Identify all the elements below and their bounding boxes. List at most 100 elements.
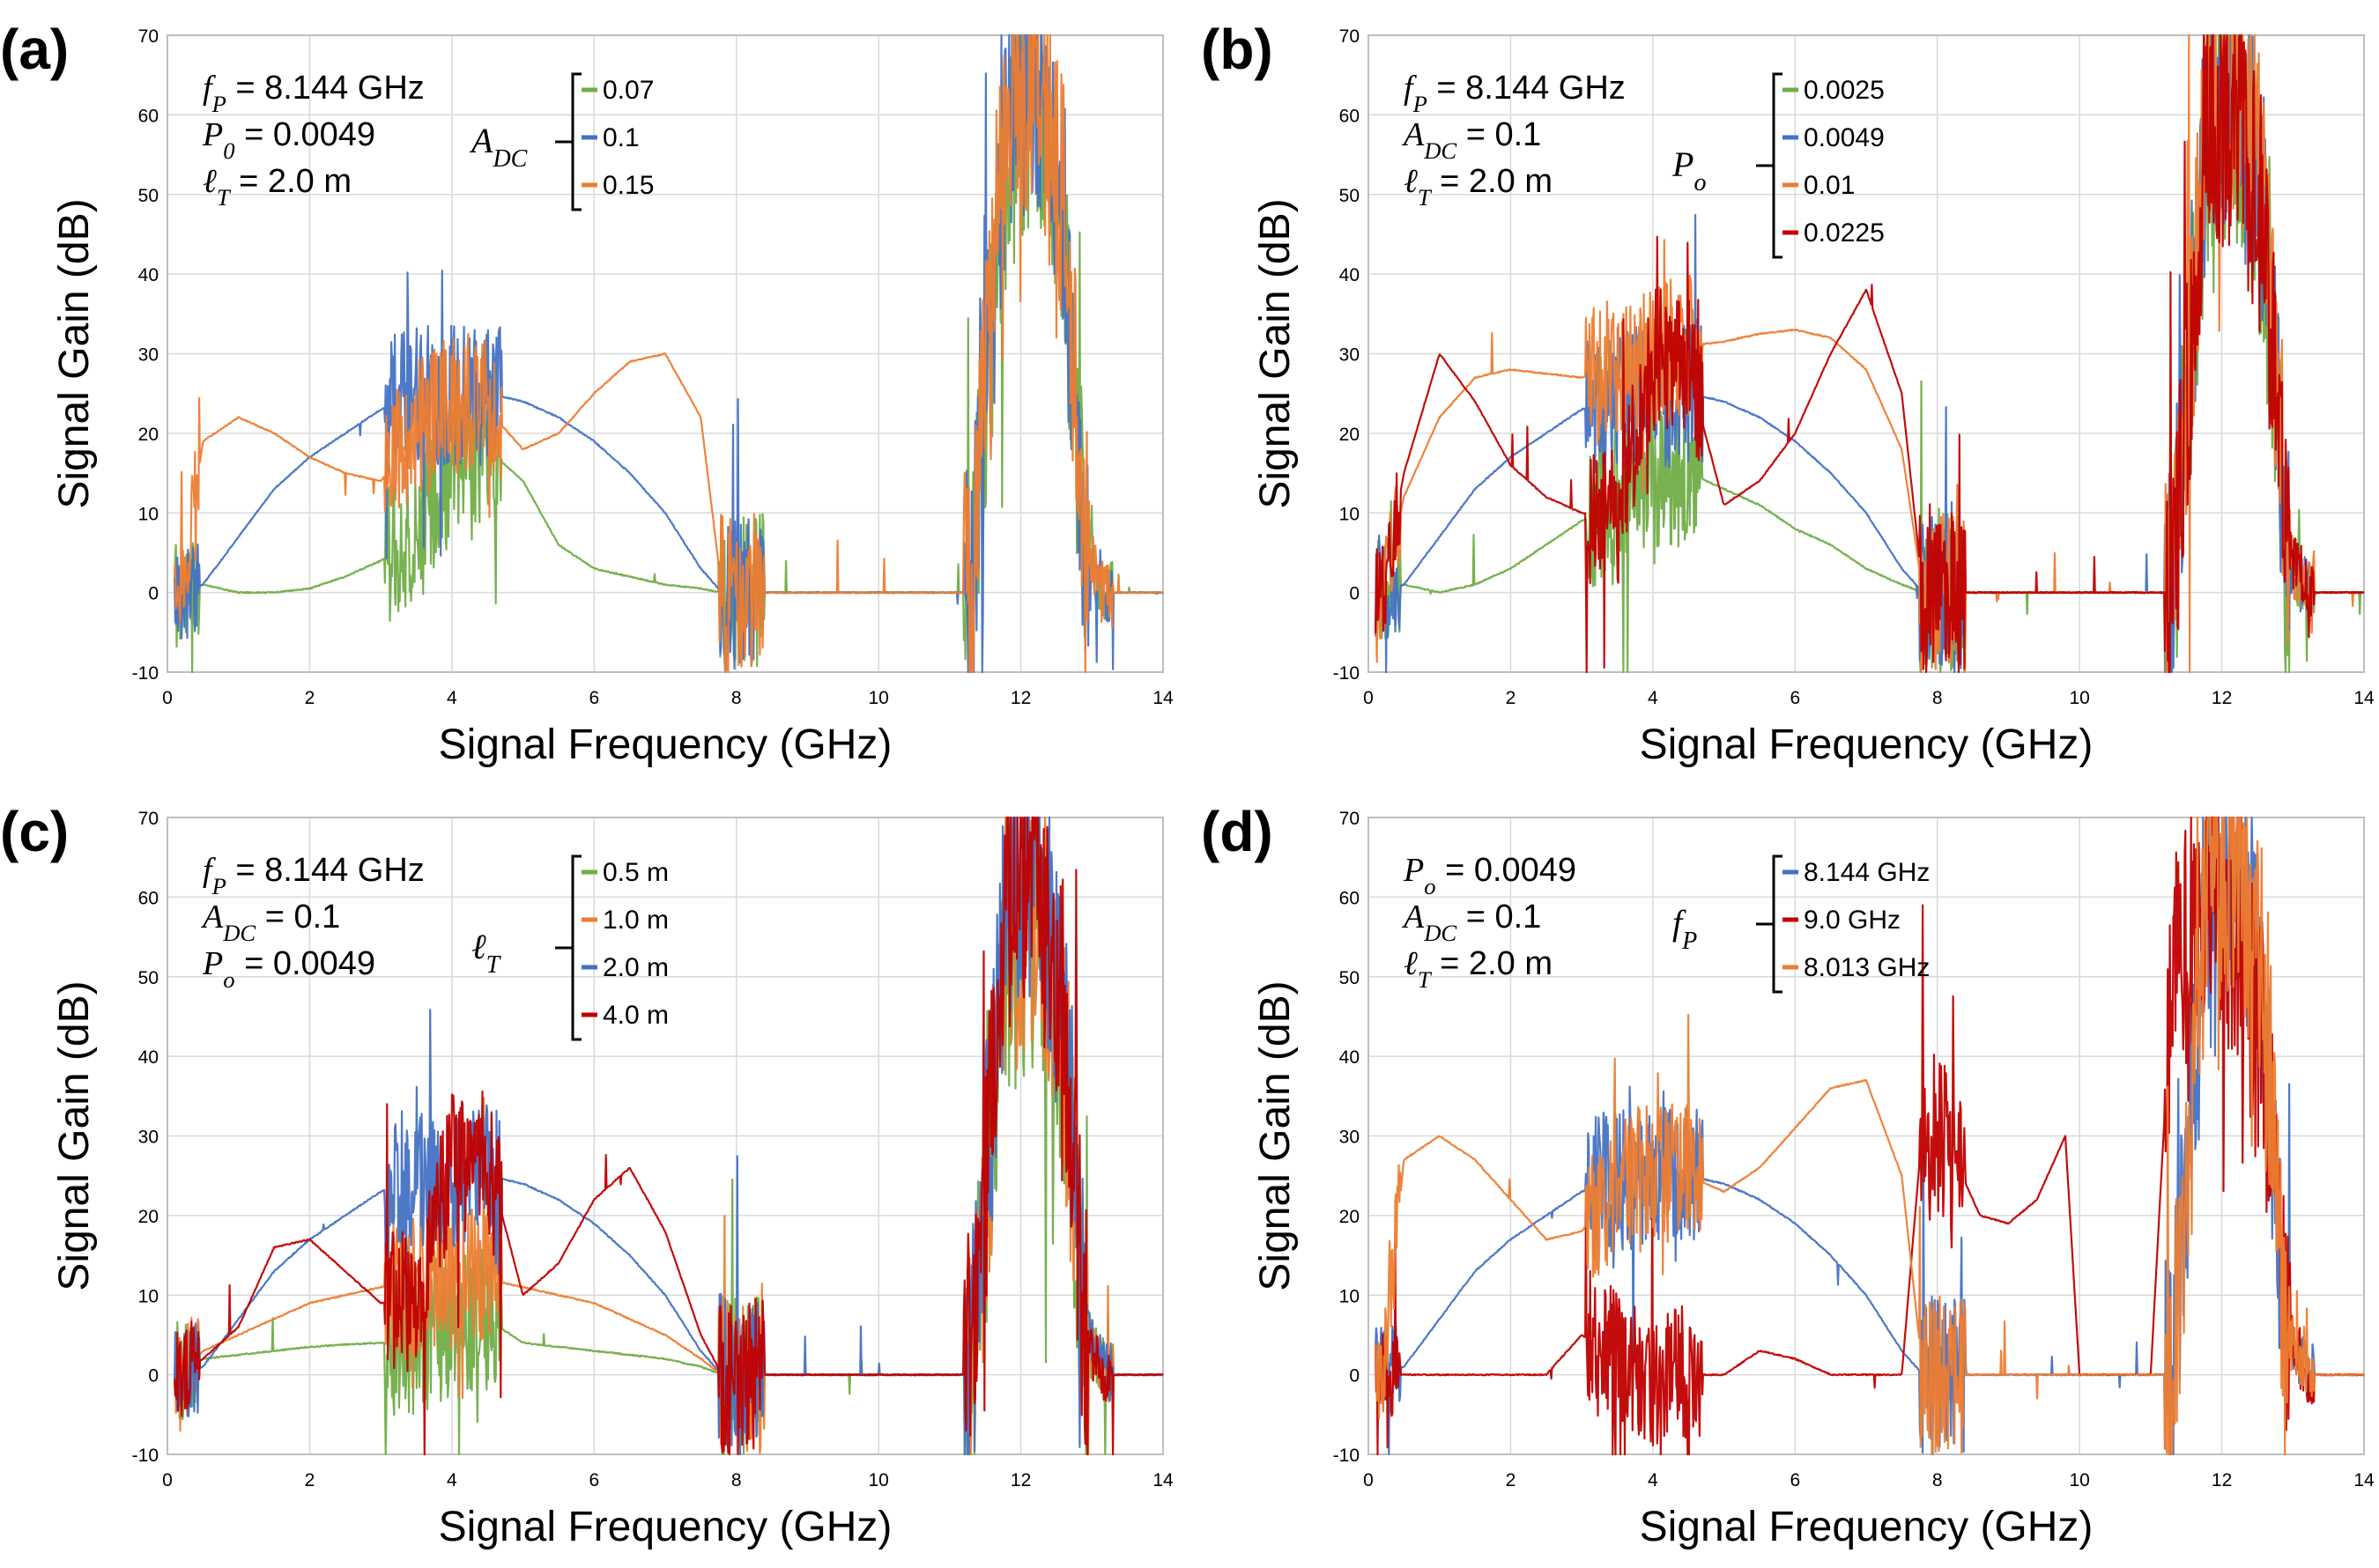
y-tick-label: 10 xyxy=(138,504,159,524)
y-tick-label: 20 xyxy=(138,1207,159,1227)
legend-entry: 8.013 GHz xyxy=(1804,953,1930,982)
y-tick-label: 30 xyxy=(1339,1128,1360,1148)
y-axis-label: Signal Gain (dB) xyxy=(1252,198,1299,508)
plot-frame xyxy=(1367,817,2365,1455)
y-tick-label: 0 xyxy=(148,1366,159,1387)
y-tick-label: 40 xyxy=(138,265,159,285)
x-tick-label: 2 xyxy=(1506,688,1516,708)
legend-entry: 0.15 xyxy=(603,171,654,200)
legend-brace xyxy=(555,72,582,211)
y-tick-label: 70 xyxy=(1339,809,1360,829)
x-tick-label: 10 xyxy=(2069,1470,2089,1490)
legend-title: ADC xyxy=(469,121,528,173)
plot-frame xyxy=(167,817,1164,1455)
x-tick-label: 6 xyxy=(589,1470,599,1490)
y-tick-label: 30 xyxy=(138,345,159,366)
y-tick-label: 30 xyxy=(1339,345,1360,366)
parameter-annotation: Po = 0.0049 xyxy=(1403,852,1576,899)
y-tick-label: 50 xyxy=(1339,968,1360,988)
y-tick-label: 20 xyxy=(1339,1207,1360,1227)
legend-entry: 2.0 m xyxy=(603,953,669,982)
y-tick-label: -10 xyxy=(132,663,159,684)
x-axis-label: Signal Frequency (GHz) xyxy=(1640,721,2094,768)
x-tick-label: 4 xyxy=(447,1470,457,1490)
x-tick-label: 0 xyxy=(162,1470,173,1490)
y-tick-label: 20 xyxy=(1339,425,1360,445)
series-line-2-0-m xyxy=(174,816,1164,1456)
parameter-annotation: ADC = 0.1 xyxy=(1401,116,1541,164)
x-tick-label: 8 xyxy=(731,688,742,708)
legend-title: fP xyxy=(1672,903,1697,955)
y-tick-label: 40 xyxy=(1339,1047,1360,1068)
x-tick-label: 14 xyxy=(1152,688,1174,708)
x-tick-label: 0 xyxy=(1363,688,1374,708)
y-tick-label: 0 xyxy=(1349,1366,1360,1387)
y-tick-label: -10 xyxy=(1333,1446,1360,1466)
x-tick-label: 10 xyxy=(868,1470,888,1490)
y-tick-label: 50 xyxy=(138,968,159,988)
x-tick-label: 2 xyxy=(305,1470,315,1490)
panel-tag: (a) xyxy=(0,18,69,81)
legend-title: Po xyxy=(1671,144,1706,196)
x-tick-label: 14 xyxy=(2353,1470,2375,1490)
y-axis-label: Signal Gain (dB) xyxy=(1252,980,1299,1291)
y-tick-label: 70 xyxy=(138,809,159,829)
y-tick-label: 70 xyxy=(138,26,159,47)
x-axis-label: Signal Frequency (GHz) xyxy=(439,1504,893,1550)
x-tick-label: 6 xyxy=(1790,688,1800,708)
parameter-annotation: ℓT = 2.0 m xyxy=(203,163,352,211)
y-tick-label: 50 xyxy=(1339,186,1360,206)
plot-frame xyxy=(1367,34,2365,673)
y-tick-label: 0 xyxy=(148,584,159,604)
x-tick-label: 12 xyxy=(2212,1470,2232,1490)
legend-title: ℓT xyxy=(471,927,502,979)
y-tick-label: -10 xyxy=(1333,663,1360,684)
parameter-annotation: ADC = 0.1 xyxy=(200,899,340,946)
series-line-0-01 xyxy=(1375,33,2365,674)
y-tick-label: 10 xyxy=(138,1286,159,1306)
series-line-0-0225 xyxy=(1375,33,2365,674)
parameter-annotation: ADC = 0.1 xyxy=(1401,899,1541,946)
legend-entry: 0.1 xyxy=(603,123,640,152)
plot-frame xyxy=(167,34,1164,673)
legend-entry: 0.0049 xyxy=(1804,123,1885,152)
x-tick-label: 12 xyxy=(2212,688,2232,708)
legend-brace xyxy=(555,854,582,1041)
y-axis-label: Signal Gain (dB) xyxy=(51,980,98,1291)
y-tick-label: 10 xyxy=(1339,1286,1360,1306)
x-tick-label: 6 xyxy=(589,688,599,708)
series-line-9-0-GHz xyxy=(1375,816,2365,1456)
x-tick-label: 6 xyxy=(1790,1470,1800,1490)
panel-tag: (d) xyxy=(1201,800,1273,863)
parameter-annotation: P0 = 0.0049 xyxy=(202,116,375,164)
y-tick-label: 60 xyxy=(138,106,159,126)
legend-entry: 9.0 GHz xyxy=(1804,906,1901,935)
x-tick-label: 0 xyxy=(1363,1470,1374,1490)
y-tick-label: -10 xyxy=(132,1446,159,1466)
panel-tag: (b) xyxy=(1201,18,1273,81)
panel-tag: (c) xyxy=(0,800,69,863)
x-tick-label: 14 xyxy=(2353,688,2375,708)
y-tick-label: 0 xyxy=(1349,584,1360,604)
y-tick-label: 60 xyxy=(1339,888,1360,908)
x-tick-label: 8 xyxy=(1932,1470,1943,1490)
parameter-annotation: fP = 8.144 GHz xyxy=(1404,70,1626,117)
parameter-annotation: ℓT = 2.0 m xyxy=(1404,945,1553,993)
series-line-8-013-GHz xyxy=(1375,816,2365,1456)
x-tick-label: 10 xyxy=(2069,688,2089,708)
x-tick-label: 12 xyxy=(1011,1470,1031,1490)
series-line-0-15 xyxy=(174,33,1164,674)
x-axis-label: Signal Frequency (GHz) xyxy=(1640,1504,2094,1550)
y-axis-label: Signal Gain (dB) xyxy=(51,198,98,508)
x-tick-label: 4 xyxy=(447,688,457,708)
series-line-0-1 xyxy=(174,33,1164,674)
x-tick-label: 10 xyxy=(868,688,888,708)
legend-brace xyxy=(1756,854,1782,994)
x-tick-label: 12 xyxy=(1011,688,1031,708)
y-tick-label: 70 xyxy=(1339,26,1360,47)
x-tick-label: 2 xyxy=(305,688,315,708)
y-tick-label: 10 xyxy=(1339,504,1360,524)
